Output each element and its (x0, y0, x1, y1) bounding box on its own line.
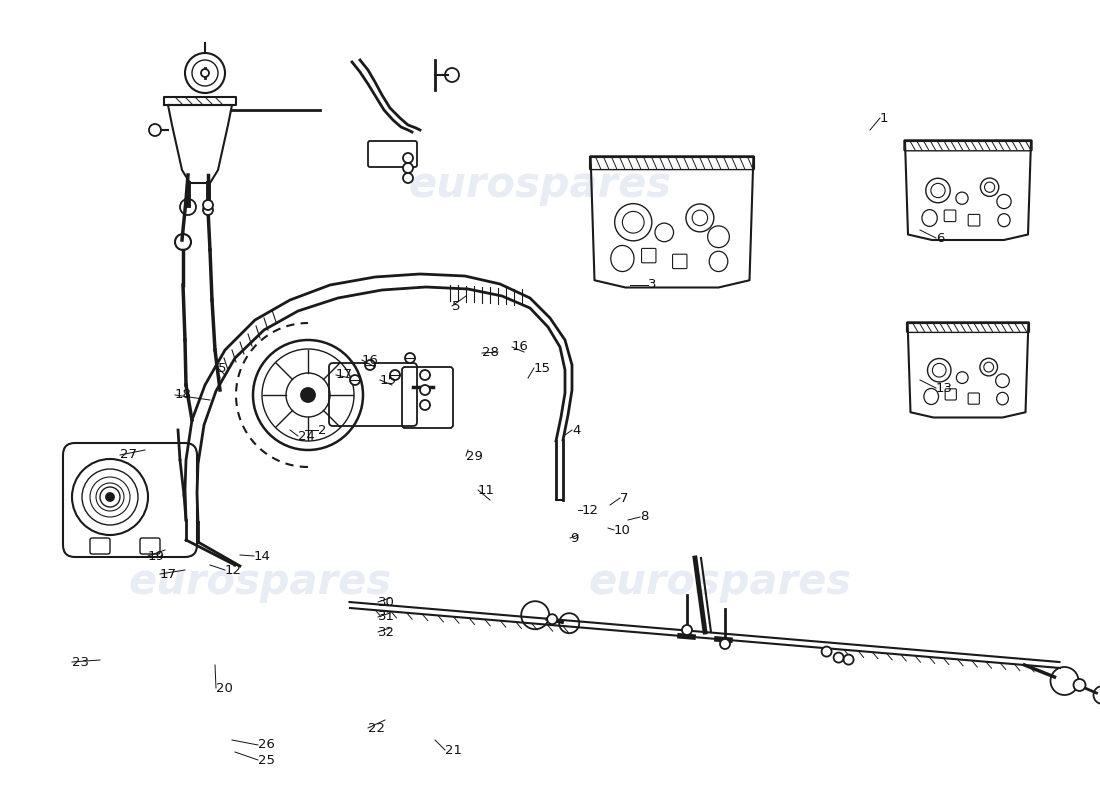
Text: 31: 31 (378, 610, 395, 623)
Text: 12: 12 (582, 503, 600, 517)
Text: 3: 3 (648, 278, 657, 291)
Text: 15: 15 (379, 374, 397, 386)
Text: 25: 25 (258, 754, 275, 766)
Text: 16: 16 (512, 341, 529, 354)
Circle shape (420, 370, 430, 380)
Text: 2: 2 (318, 423, 327, 437)
Circle shape (403, 153, 412, 163)
Text: 22: 22 (368, 722, 385, 734)
Circle shape (106, 493, 114, 501)
Text: 26: 26 (258, 738, 275, 751)
Circle shape (301, 388, 315, 402)
Text: 18: 18 (175, 389, 191, 402)
Text: 24: 24 (298, 430, 315, 442)
Text: 14: 14 (254, 550, 271, 562)
Text: 28: 28 (482, 346, 499, 359)
Text: 15: 15 (534, 362, 551, 374)
Text: 8: 8 (640, 510, 648, 523)
Circle shape (822, 646, 832, 657)
Circle shape (350, 375, 360, 385)
Circle shape (834, 653, 844, 662)
Text: 5: 5 (218, 362, 227, 374)
Text: 11: 11 (478, 483, 495, 497)
Circle shape (682, 625, 692, 635)
Text: 6: 6 (936, 231, 945, 245)
Circle shape (403, 173, 412, 183)
Text: 13: 13 (936, 382, 953, 394)
Circle shape (720, 639, 730, 649)
Text: 23: 23 (72, 655, 89, 669)
Circle shape (844, 654, 854, 665)
Text: 1: 1 (880, 111, 889, 125)
Text: 7: 7 (620, 491, 628, 505)
Text: 30: 30 (378, 595, 395, 609)
Circle shape (403, 163, 412, 173)
Text: 5: 5 (452, 299, 461, 313)
Text: eurospares: eurospares (408, 164, 672, 206)
Text: 16: 16 (362, 354, 378, 366)
Circle shape (420, 400, 430, 410)
Text: 21: 21 (446, 743, 462, 757)
Text: 10: 10 (614, 523, 631, 537)
Circle shape (1074, 679, 1086, 691)
Text: 17: 17 (336, 369, 353, 382)
Circle shape (547, 614, 558, 624)
Circle shape (204, 205, 213, 215)
Text: 32: 32 (378, 626, 395, 638)
Circle shape (405, 353, 415, 363)
Text: 12: 12 (226, 563, 242, 577)
Text: 9: 9 (570, 531, 579, 545)
Circle shape (420, 385, 430, 395)
Circle shape (204, 200, 213, 210)
Text: 19: 19 (148, 550, 165, 562)
Circle shape (390, 370, 400, 380)
Circle shape (201, 69, 209, 77)
Text: 20: 20 (216, 682, 233, 694)
Text: eurospares: eurospares (588, 561, 851, 603)
Text: 4: 4 (572, 423, 581, 437)
Circle shape (148, 124, 161, 136)
Text: 27: 27 (120, 449, 138, 462)
Text: eurospares: eurospares (129, 561, 392, 603)
Text: 29: 29 (466, 450, 483, 462)
Circle shape (365, 360, 375, 370)
Text: 17: 17 (160, 567, 177, 581)
